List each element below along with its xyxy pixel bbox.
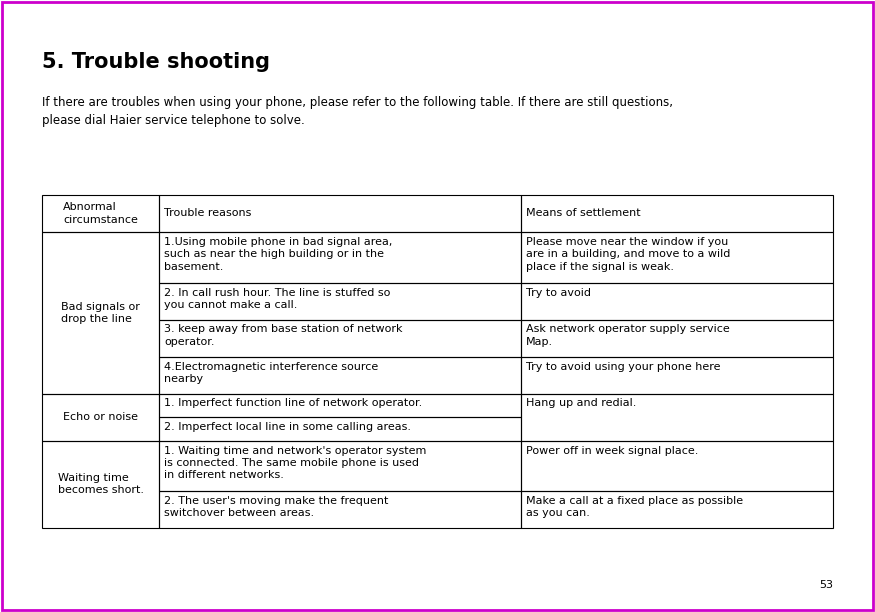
Text: Please move near the window if you
are in a building, and move to a wild
place i: Please move near the window if you are i…	[527, 237, 731, 272]
Bar	[42, 232, 159, 394]
Text: Means of settlement: Means of settlement	[527, 209, 641, 218]
Text: Waiting time
becomes short.: Waiting time becomes short.	[58, 473, 144, 496]
Text: please dial Haier service telephone to solve.: please dial Haier service telephone to s…	[42, 114, 304, 127]
Bar	[159, 441, 522, 491]
Text: Ask network operator supply service
Map.: Ask network operator supply service Map.	[527, 324, 730, 347]
Bar	[159, 357, 522, 394]
Text: Make a call at a fixed place as possible
as you can.: Make a call at a fixed place as possible…	[527, 496, 744, 518]
Text: 53: 53	[819, 580, 833, 590]
Text: 5. Trouble shooting: 5. Trouble shooting	[42, 52, 270, 72]
Bar	[42, 394, 159, 441]
Bar	[522, 319, 833, 357]
Text: 2. In call rush hour. The line is stuffed so
you cannot make a call.: 2. In call rush hour. The line is stuffe…	[164, 288, 390, 310]
Bar	[159, 195, 522, 232]
Bar	[159, 491, 522, 528]
Text: 1. Imperfect function line of network operator.: 1. Imperfect function line of network op…	[164, 398, 423, 408]
Bar	[159, 283, 522, 319]
Text: 2. Imperfect local line in some calling areas.: 2. Imperfect local line in some calling …	[164, 422, 411, 432]
Text: Hang up and redial.: Hang up and redial.	[527, 398, 637, 408]
Bar	[159, 417, 522, 441]
Bar	[42, 441, 159, 528]
Text: Power off in week signal place.: Power off in week signal place.	[527, 446, 699, 455]
Text: 4.Electromagnetic interference source
nearby: 4.Electromagnetic interference source ne…	[164, 362, 378, 384]
Text: If there are troubles when using your phone, please refer to the following table: If there are troubles when using your ph…	[42, 96, 673, 109]
Bar	[522, 195, 833, 232]
Bar	[522, 357, 833, 394]
Text: Abnormal
circumstance: Abnormal circumstance	[63, 203, 138, 225]
Bar	[522, 441, 833, 491]
Text: 3. keep away from base station of network
operator.: 3. keep away from base station of networ…	[164, 324, 402, 347]
Bar	[159, 394, 522, 417]
Bar	[159, 319, 522, 357]
Bar	[522, 491, 833, 528]
Bar	[522, 394, 833, 441]
Bar	[522, 283, 833, 319]
Text: Try to avoid using your phone here: Try to avoid using your phone here	[527, 362, 721, 371]
Text: Trouble reasons: Trouble reasons	[164, 209, 251, 218]
Text: Try to avoid: Try to avoid	[527, 288, 592, 297]
Text: 2. The user's moving make the frequent
switchover between areas.: 2. The user's moving make the frequent s…	[164, 496, 388, 518]
Text: 1. Waiting time and network's operator system
is connected. The same mobile phon: 1. Waiting time and network's operator s…	[164, 446, 426, 480]
Bar	[42, 195, 159, 232]
Text: Echo or noise: Echo or noise	[63, 412, 138, 422]
Text: 1.Using mobile phone in bad signal area,
such as near the high building or in th: 1.Using mobile phone in bad signal area,…	[164, 237, 393, 272]
Text: Bad signals or
drop the line: Bad signals or drop the line	[61, 302, 140, 324]
Bar	[159, 232, 522, 283]
Bar	[522, 232, 833, 283]
